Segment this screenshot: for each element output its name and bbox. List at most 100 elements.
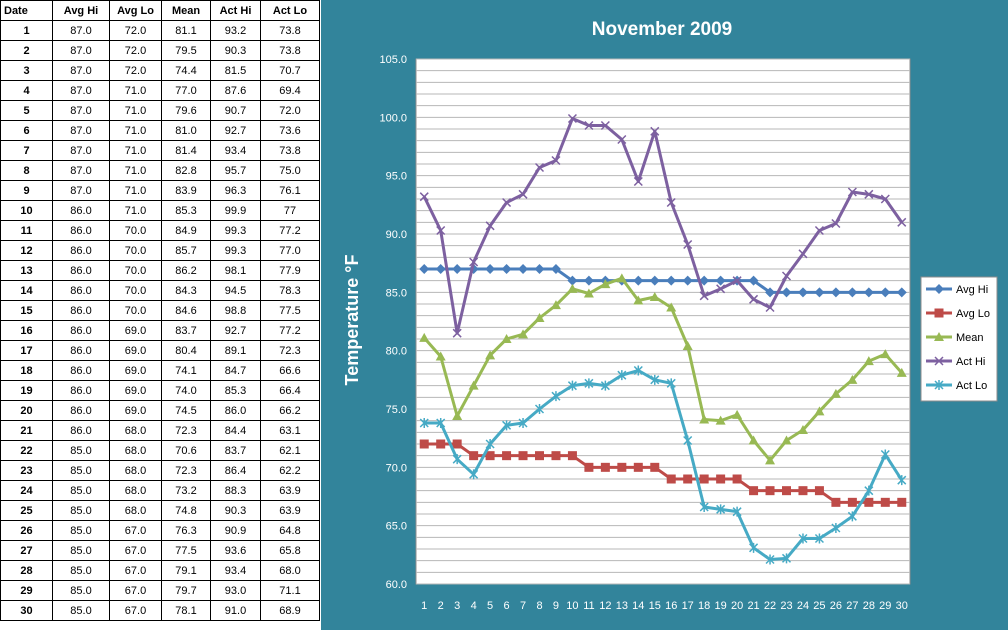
x-tick-label: 21: [747, 600, 759, 612]
cell-date: 14: [0, 280, 53, 301]
data-point: [682, 275, 693, 286]
data-point: [896, 287, 907, 298]
cell-avg-hi: 86.0: [52, 300, 110, 321]
cell-act-hi: 93.6: [210, 540, 261, 561]
cell-avg-hi: 85.0: [52, 560, 110, 581]
x-tick-label: 29: [879, 600, 891, 612]
cell-mean: 74.8: [161, 500, 211, 521]
cell-date: 6: [0, 120, 53, 141]
data-point: [798, 249, 808, 259]
cell-date: 5: [0, 100, 53, 121]
cell-mean: 80.4: [161, 340, 211, 361]
cell-avg-lo: 67.0: [109, 560, 162, 581]
cell-act-lo: 71.1: [260, 580, 320, 601]
data-point: [830, 287, 841, 298]
data-point: [419, 332, 430, 342]
cell-date: 12: [0, 240, 53, 261]
table-row: 27 85.0 67.0 77.5 93.6 65.8: [0, 540, 320, 561]
x-tick-label: 7: [520, 600, 526, 612]
data-point: [831, 523, 841, 533]
data-point: [716, 504, 726, 515]
data-point: [485, 221, 495, 231]
x-tick-label: 12: [599, 600, 611, 612]
cell-avg-hi: 87.0: [52, 60, 110, 81]
legend-item: Avg Lo: [926, 308, 990, 320]
cell-avg-hi: 86.0: [52, 200, 110, 221]
data-point: [699, 275, 710, 286]
cell-avg-lo: 70.0: [109, 220, 162, 241]
series-act-hi: [419, 113, 907, 338]
cell-mean: 85.7: [161, 240, 211, 261]
cell-date: 29: [0, 580, 53, 601]
cell-avg-lo: 71.0: [109, 140, 162, 161]
data-point: [567, 113, 577, 124]
cell-avg-lo: 70.0: [109, 260, 162, 281]
x-tick-label: 27: [846, 600, 858, 612]
data-point: [699, 291, 709, 301]
cell-date: 15: [0, 300, 53, 321]
cell-avg-lo: 71.0: [109, 160, 162, 181]
cell-mean: 77.0: [161, 80, 211, 101]
data-point: [765, 302, 775, 313]
data-point: [715, 415, 726, 425]
cell-act-lo: 70.7: [260, 60, 320, 81]
x-tick-label: 1: [421, 600, 427, 612]
cell-mean: 85.3: [161, 200, 211, 221]
cell-avg-hi: 87.0: [52, 80, 110, 101]
cell-act-hi: 87.6: [210, 80, 261, 101]
data-point: [551, 391, 561, 402]
data-point: [534, 404, 545, 414]
cell-mean: 70.6: [161, 440, 211, 461]
data-point: [798, 533, 808, 544]
header-date: Date: [0, 0, 53, 21]
cell-avg-hi: 85.0: [52, 540, 110, 561]
table-row: 15 86.0 70.0 84.6 98.8 77.5: [0, 300, 320, 321]
cell-avg-hi: 86.0: [52, 340, 110, 361]
data-point: [880, 497, 890, 507]
cell-avg-lo: 68.0: [109, 500, 162, 521]
cell-act-hi: 83.7: [210, 440, 261, 461]
cell-date: 19: [0, 380, 53, 401]
cell-act-lo: 77.0: [260, 240, 320, 261]
data-point: [797, 287, 808, 298]
y-tick-label: 70.0: [386, 462, 407, 474]
cell-date: 25: [0, 500, 53, 521]
x-tick-label: 22: [764, 600, 776, 612]
data-point: [485, 439, 495, 449]
data-point: [650, 374, 660, 385]
data-point: [781, 553, 792, 564]
cell-date: 23: [0, 460, 53, 481]
header-avg-lo: Avg Lo: [109, 0, 162, 21]
data-point: [534, 264, 545, 274]
x-tick-label: 5: [487, 600, 493, 612]
x-tick-label: 20: [731, 600, 743, 612]
data-point: [616, 273, 627, 283]
y-tick-label: 75.0: [386, 404, 407, 416]
cell-date: 30: [0, 600, 53, 621]
cell-act-hi: 93.4: [210, 560, 261, 581]
cell-mean: 81.0: [161, 120, 211, 141]
cell-date: 27: [0, 540, 53, 561]
cell-avg-hi: 85.0: [52, 600, 110, 621]
legend-label: Avg Lo: [956, 308, 990, 320]
data-point: [633, 275, 644, 286]
data-point: [551, 451, 561, 461]
table-row: 25 85.0 68.0 74.8 90.3 63.9: [0, 500, 320, 521]
table-row: 3 87.0 72.0 74.4 81.5 70.7: [0, 60, 320, 81]
x-tick-label: 24: [797, 600, 809, 612]
data-point: [830, 388, 841, 398]
cell-act-hi: 98.8: [210, 300, 261, 321]
data-point: [732, 276, 742, 286]
x-tick-label: 10: [566, 600, 578, 612]
cell-avg-hi: 85.0: [52, 520, 110, 541]
data-point: [715, 275, 726, 286]
table-row: 28 85.0 67.0 79.1 93.4 68.0: [0, 560, 320, 581]
data-point: [934, 332, 944, 341]
cell-avg-lo: 69.0: [109, 320, 162, 341]
data-point: [749, 294, 759, 304]
data-point: [485, 451, 495, 461]
cell-act-hi: 90.9: [210, 520, 261, 541]
cell-act-hi: 94.5: [210, 280, 261, 301]
table-row: 18 86.0 69.0 74.1 84.7 66.6: [0, 360, 320, 381]
